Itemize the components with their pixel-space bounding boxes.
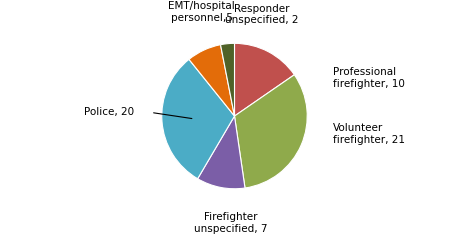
Wedge shape: [162, 59, 234, 179]
Text: EMT/hospital
personnel,5: EMT/hospital personnel,5: [168, 1, 235, 23]
Wedge shape: [234, 43, 295, 116]
Text: Police, 20: Police, 20: [84, 107, 134, 118]
Wedge shape: [189, 45, 234, 116]
Ellipse shape: [200, 116, 272, 127]
Wedge shape: [234, 75, 307, 188]
Text: Volunteer
firefighter, 21: Volunteer firefighter, 21: [333, 123, 405, 145]
Text: Responder
unspecified, 2: Responder unspecified, 2: [226, 4, 299, 25]
Text: Professional
firefighter, 10: Professional firefighter, 10: [333, 67, 405, 89]
Text: Firefighter
unspecified, 7: Firefighter unspecified, 7: [194, 212, 268, 234]
Wedge shape: [220, 43, 234, 116]
Wedge shape: [197, 116, 245, 189]
